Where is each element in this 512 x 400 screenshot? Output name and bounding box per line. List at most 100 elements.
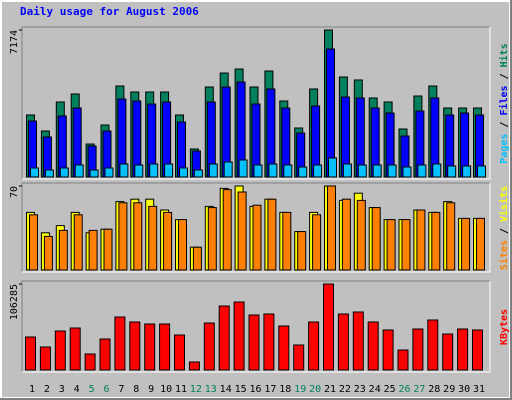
bar xyxy=(103,228,113,271)
bar xyxy=(148,205,158,271)
bar xyxy=(163,211,173,271)
bar xyxy=(192,246,202,271)
x-tick-label: 10 xyxy=(160,384,172,395)
legend-separator: / xyxy=(499,222,510,240)
x-tick-label: 16 xyxy=(249,384,261,395)
bar xyxy=(412,328,424,371)
legend-entry: Visits xyxy=(498,186,510,222)
x-tick-label: 26 xyxy=(398,384,410,395)
legend-entry: Hits xyxy=(498,43,510,67)
legend: Pages / Files / Hits xyxy=(498,43,510,163)
x-tick-label: 8 xyxy=(133,384,139,395)
x-tick-label: 28 xyxy=(428,384,440,395)
bar xyxy=(133,202,143,271)
bar xyxy=(84,353,96,371)
x-tick-label: 18 xyxy=(279,384,291,395)
bar xyxy=(129,321,141,371)
bar xyxy=(118,202,128,271)
bar xyxy=(297,231,307,271)
bar xyxy=(73,214,83,271)
bar xyxy=(387,164,397,178)
bar xyxy=(134,164,144,178)
bar xyxy=(293,344,305,371)
plot-border-dark xyxy=(21,280,490,372)
plot-border-light xyxy=(22,183,491,273)
x-tick-label: 2 xyxy=(44,384,50,395)
bar xyxy=(144,323,156,371)
bar xyxy=(159,323,171,371)
legend-entry: Pages xyxy=(499,134,510,164)
bar xyxy=(263,313,275,371)
bar xyxy=(442,333,454,371)
bar xyxy=(223,161,233,178)
bar xyxy=(188,361,200,371)
x-tick-label: 25 xyxy=(384,384,396,395)
bar xyxy=(352,311,364,371)
bar xyxy=(447,165,457,178)
legend: KBytes xyxy=(499,309,510,345)
bar xyxy=(397,349,409,371)
x-tick-label: 24 xyxy=(369,384,381,395)
bar xyxy=(308,321,320,371)
bar xyxy=(89,169,99,178)
bar xyxy=(99,338,111,371)
bar xyxy=(312,214,322,271)
y-tick-label: 7174 xyxy=(9,30,20,54)
x-tick-label: 1 xyxy=(29,384,35,395)
legend: Sites / Visits xyxy=(498,186,510,270)
bar xyxy=(39,346,51,371)
bar xyxy=(193,169,203,178)
bar xyxy=(114,316,126,371)
plot-border-light xyxy=(22,281,491,373)
bar xyxy=(323,283,334,371)
legend-separator: / xyxy=(499,67,510,85)
bar xyxy=(476,217,485,271)
legend-entry: Sites xyxy=(498,240,510,270)
bar xyxy=(432,163,442,178)
bar xyxy=(248,314,260,371)
x-tick-label: 13 xyxy=(205,384,217,395)
x-tick-label: 14 xyxy=(220,384,232,395)
bar xyxy=(282,211,292,271)
legend-entry: KBytes xyxy=(499,309,510,345)
bar xyxy=(237,191,247,271)
bar xyxy=(401,219,411,271)
bar xyxy=(29,214,38,271)
x-tick-label: 27 xyxy=(413,384,425,395)
x-tick-label: 9 xyxy=(148,384,154,395)
bar xyxy=(164,163,174,178)
bar xyxy=(371,207,381,271)
bar xyxy=(327,185,336,271)
x-tick-label: 30 xyxy=(458,384,470,395)
bar xyxy=(457,328,469,371)
bar xyxy=(252,204,262,271)
y-tick-label: 106285 xyxy=(9,284,20,320)
x-tick-label: 4 xyxy=(74,384,80,395)
bar xyxy=(416,209,426,271)
bar xyxy=(446,202,456,271)
x-tick-label: 21 xyxy=(324,384,336,395)
bar xyxy=(149,163,159,178)
x-tick-label: 11 xyxy=(175,384,187,395)
bar xyxy=(367,321,379,371)
bar xyxy=(472,329,483,371)
bar xyxy=(341,198,351,271)
bar xyxy=(461,217,471,271)
bar xyxy=(104,167,114,178)
bar xyxy=(233,301,245,371)
bar xyxy=(69,327,81,371)
bar xyxy=(253,164,263,178)
bar xyxy=(54,330,66,371)
bar xyxy=(382,329,394,371)
bar xyxy=(25,336,36,371)
y-tick-label: 70 xyxy=(9,186,20,198)
chart-title: Daily usage for August 2006 xyxy=(20,5,199,18)
bar xyxy=(178,219,187,271)
x-tick-label: 3 xyxy=(59,384,65,395)
bar xyxy=(58,229,68,271)
bar xyxy=(218,305,230,371)
x-tick-label: 23 xyxy=(354,384,366,395)
x-tick-label: 29 xyxy=(443,384,455,395)
bar xyxy=(238,159,248,178)
